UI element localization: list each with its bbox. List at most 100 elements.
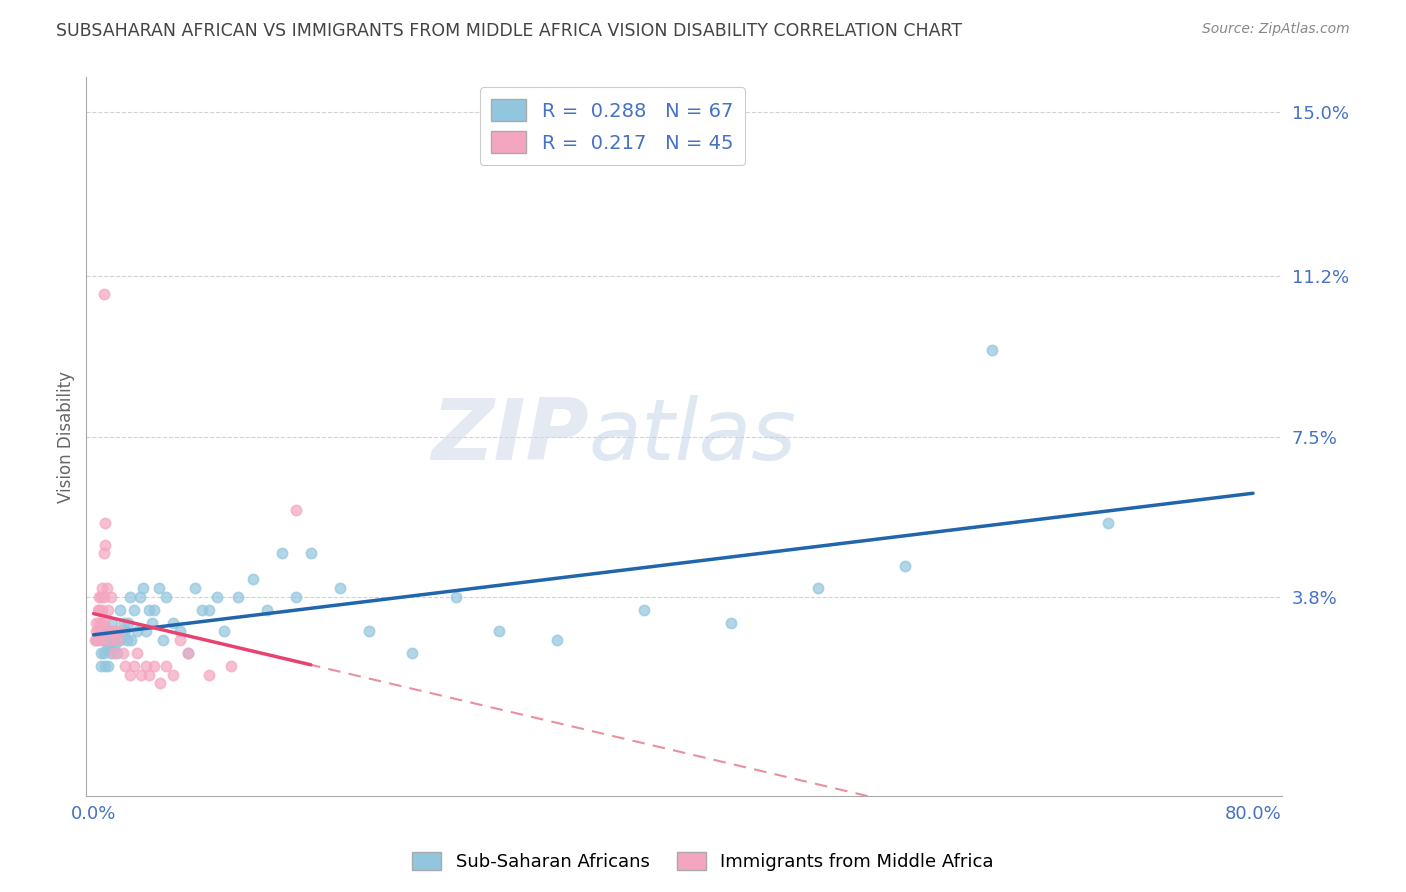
Point	[138, 603, 160, 617]
Point	[91, 603, 114, 617]
Point	[329, 581, 352, 595]
Point	[120, 632, 142, 647]
Point	[488, 624, 510, 639]
Point	[110, 624, 132, 639]
Point	[98, 624, 121, 639]
Point	[105, 646, 128, 660]
Point	[93, 632, 115, 647]
Point	[256, 603, 278, 617]
Point	[129, 590, 152, 604]
Point	[108, 603, 131, 617]
Point	[84, 632, 107, 647]
Point	[271, 546, 294, 560]
Y-axis label: Vision Disability: Vision Disability	[58, 370, 75, 502]
Point	[93, 646, 115, 660]
Point	[103, 632, 125, 647]
Point	[91, 581, 114, 595]
Point	[285, 503, 308, 517]
Point	[219, 659, 242, 673]
Point	[90, 624, 112, 639]
Point	[122, 603, 145, 617]
Point	[105, 624, 128, 639]
Point	[152, 632, 174, 647]
Point	[357, 624, 380, 639]
Point	[546, 632, 568, 647]
Point	[86, 632, 108, 647]
Point	[228, 590, 250, 604]
Point	[93, 590, 115, 604]
Point	[93, 546, 115, 560]
Point	[138, 667, 160, 681]
Point	[135, 659, 157, 673]
Point	[149, 676, 172, 690]
Point	[155, 590, 177, 604]
Point	[104, 624, 127, 639]
Point	[87, 624, 110, 639]
Point	[101, 624, 124, 639]
Point	[97, 641, 120, 656]
Text: SUBSAHARAN AFRICAN VS IMMIGRANTS FROM MIDDLE AFRICA VISION DISABILITY CORRELATIO: SUBSAHARAN AFRICAN VS IMMIGRANTS FROM MI…	[56, 22, 962, 40]
Point	[125, 624, 148, 639]
Point	[90, 632, 112, 647]
Point	[90, 590, 112, 604]
Point	[96, 581, 118, 595]
Point	[212, 624, 235, 639]
Point	[148, 581, 170, 595]
Point	[299, 546, 322, 560]
Text: ZIP: ZIP	[430, 395, 589, 478]
Text: Source: ZipAtlas.com: Source: ZipAtlas.com	[1202, 22, 1350, 37]
Point	[112, 615, 135, 630]
Text: atlas: atlas	[589, 395, 796, 478]
Point	[143, 659, 166, 673]
Point	[894, 559, 917, 574]
Point	[118, 590, 141, 604]
Point	[114, 624, 136, 639]
Point	[89, 615, 111, 630]
Point	[633, 603, 655, 617]
Point	[132, 581, 155, 595]
Point	[87, 603, 110, 617]
Point	[97, 659, 120, 673]
Point	[122, 659, 145, 673]
Point	[86, 624, 108, 639]
Point	[720, 615, 742, 630]
Point	[111, 646, 134, 660]
Point	[108, 624, 131, 639]
Point	[93, 286, 115, 301]
Point	[100, 590, 122, 604]
Point	[100, 646, 122, 660]
Point	[131, 667, 153, 681]
Point	[111, 624, 134, 639]
Point	[103, 646, 125, 660]
Point	[94, 538, 117, 552]
Point	[125, 646, 148, 660]
Point	[97, 603, 120, 617]
Point	[177, 646, 200, 660]
Point	[198, 603, 221, 617]
Point	[86, 615, 108, 630]
Point	[981, 343, 1004, 357]
Point	[141, 615, 163, 630]
Point	[155, 659, 177, 673]
Point	[108, 632, 131, 647]
Point	[191, 603, 214, 617]
Point	[169, 624, 191, 639]
Point	[162, 667, 184, 681]
Point	[105, 632, 128, 647]
Point	[100, 632, 122, 647]
Point	[1097, 516, 1119, 530]
Point	[401, 646, 423, 660]
Point	[162, 615, 184, 630]
Legend: Sub-Saharan Africans, Immigrants from Middle Africa: Sub-Saharan Africans, Immigrants from Mi…	[405, 846, 1001, 879]
Point	[104, 637, 127, 651]
Point	[114, 659, 136, 673]
Point	[285, 590, 308, 604]
Point	[90, 659, 112, 673]
Point	[143, 603, 166, 617]
Point	[118, 667, 141, 681]
Point	[198, 667, 221, 681]
Point	[184, 581, 207, 595]
Legend: R =  0.288   N = 67, R =  0.217   N = 45: R = 0.288 N = 67, R = 0.217 N = 45	[479, 87, 745, 165]
Point	[115, 632, 138, 647]
Point	[205, 590, 228, 604]
